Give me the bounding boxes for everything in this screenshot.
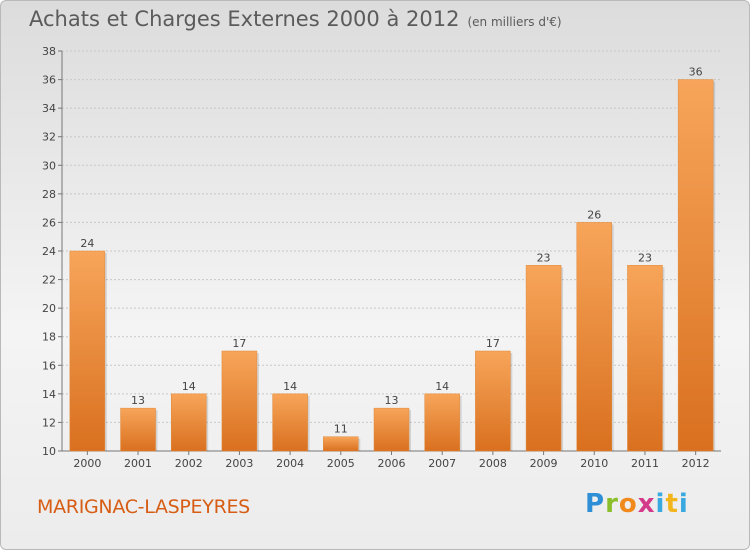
grid-lines	[62, 50, 721, 452]
y-tick-label: 20	[42, 302, 56, 315]
y-tick-label: 34	[42, 102, 56, 115]
x-tick-label: 2001	[124, 457, 152, 470]
data-label: 14	[182, 380, 196, 393]
y-tick-label: 12	[42, 416, 56, 429]
data-label: 26	[587, 208, 601, 221]
bar	[221, 350, 258, 452]
y-tick-label: 28	[42, 188, 56, 201]
y-tick-label: 32	[42, 131, 56, 144]
x-tick-label: 2011	[631, 457, 659, 470]
data-label: 17	[232, 337, 246, 350]
x-tick-label: 2012	[682, 457, 710, 470]
bar	[272, 393, 308, 452]
x-tick-label: 2003	[225, 457, 253, 470]
y-tick-label: 36	[42, 74, 56, 87]
bar	[69, 250, 106, 452]
y-tick-label: 14	[42, 388, 56, 401]
bar	[576, 222, 613, 452]
x-tick-label: 2007	[428, 457, 456, 470]
x-tick-label: 2008	[479, 457, 507, 470]
bar	[373, 407, 410, 452]
data-label: 13	[131, 394, 145, 407]
data-label: 13	[385, 394, 399, 407]
data-labels: 24 13 14 17 14 11 13 14 17 23 26 23 36	[80, 66, 702, 436]
y-tick-label: 24	[42, 245, 56, 258]
y-tick-label: 30	[42, 159, 56, 172]
x-tick-label: 2000	[73, 457, 101, 470]
data-label: 17	[486, 337, 500, 350]
x-tick-label: 2009	[530, 457, 558, 470]
bar	[323, 436, 359, 452]
data-label: 11	[334, 423, 348, 436]
x-tick-label: 2004	[276, 457, 304, 470]
x-tick-label: 2002	[175, 457, 203, 470]
chart-title-text: Achats et Charges Externes 2000 à 2012	[29, 7, 460, 31]
y-tick-label: 18	[42, 331, 56, 344]
chart-subtitle: (en milliers d'€)	[467, 15, 562, 29]
x-tick-label: 2005	[327, 457, 355, 470]
bar	[424, 393, 460, 452]
data-label: 23	[537, 251, 551, 264]
data-label: 14	[283, 380, 297, 393]
bar	[475, 350, 511, 452]
bar	[525, 265, 562, 452]
data-label: 36	[689, 66, 703, 79]
x-tick-label: 2010	[580, 457, 608, 470]
bar	[677, 79, 714, 452]
y-tick-label: 38	[42, 45, 56, 58]
data-label: 14	[435, 380, 449, 393]
proxiti-logo[interactable]: Proxiti	[585, 489, 689, 519]
bars	[69, 79, 716, 452]
y-tick-label: 10	[42, 445, 56, 458]
x-tick-label: 2006	[378, 457, 406, 470]
bar	[170, 393, 207, 452]
bar	[120, 407, 156, 452]
y-tick-label: 22	[42, 274, 56, 287]
bar	[627, 265, 663, 452]
y-tick-label: 16	[42, 359, 56, 372]
commune-name: MARIGNAC-LASPEYRES	[37, 496, 250, 518]
chart-title: Achats et Charges Externes 2000 à 2012 (e…	[29, 7, 562, 31]
y-tick-label: 26	[42, 216, 56, 229]
data-label: 24	[80, 237, 94, 250]
data-label: 23	[638, 251, 652, 264]
